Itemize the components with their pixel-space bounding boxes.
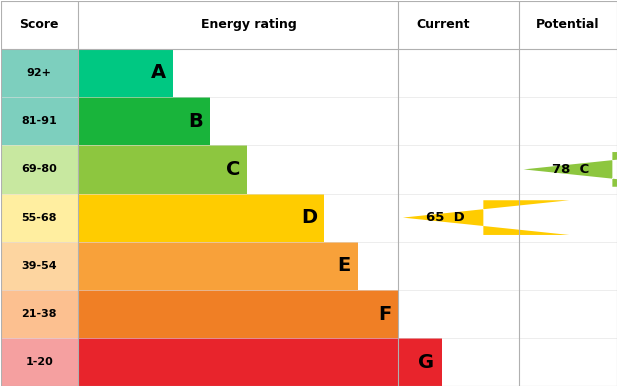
Bar — [1, 290, 78, 338]
Text: 92+: 92+ — [27, 68, 52, 78]
Text: G: G — [418, 353, 434, 372]
Text: E: E — [337, 256, 351, 275]
Polygon shape — [523, 152, 618, 187]
Bar — [1, 194, 78, 242]
Bar — [1, 49, 78, 97]
Bar — [1, 338, 78, 386]
Bar — [78, 242, 358, 290]
Text: C: C — [226, 160, 240, 179]
Text: 81-91: 81-91 — [22, 116, 57, 126]
Text: B: B — [188, 112, 203, 131]
Bar — [1, 97, 78, 145]
Text: 78  C: 78 C — [552, 163, 589, 176]
Text: F: F — [378, 305, 391, 324]
Bar — [1, 242, 78, 290]
Text: Score: Score — [20, 18, 59, 31]
Text: 1-20: 1-20 — [25, 357, 53, 367]
Text: A: A — [151, 63, 166, 82]
Bar — [1, 145, 78, 194]
Text: Energy rating: Energy rating — [201, 18, 297, 31]
Text: 69-80: 69-80 — [22, 164, 57, 175]
Bar — [78, 194, 324, 242]
Text: Potential: Potential — [536, 18, 599, 31]
Bar — [78, 290, 399, 338]
Text: 21-38: 21-38 — [22, 309, 57, 319]
Text: 55-68: 55-68 — [22, 212, 57, 223]
Bar — [78, 145, 247, 194]
Text: 39-54: 39-54 — [22, 261, 57, 271]
Bar — [78, 338, 442, 386]
Bar — [78, 97, 210, 145]
Polygon shape — [403, 200, 569, 235]
Text: 65  D: 65 D — [426, 211, 465, 224]
Text: Current: Current — [417, 18, 470, 31]
Bar — [78, 49, 173, 97]
Text: D: D — [301, 208, 317, 227]
